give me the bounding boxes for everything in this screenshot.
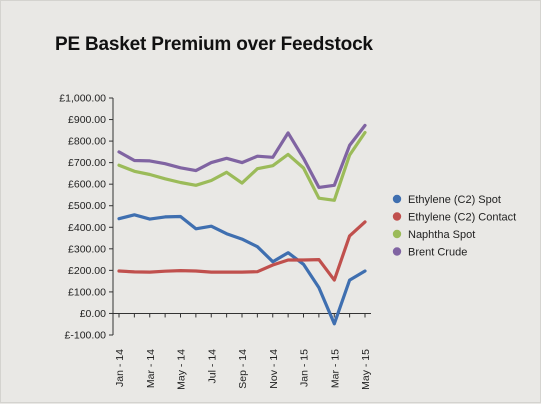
y-tick-label: £1,000.00: [59, 93, 106, 105]
chart-title: PE Basket Premium over Feedstock: [55, 34, 373, 55]
x-tick-label: Jul - 14: [206, 349, 218, 384]
x-tick-label: Mar - 14: [145, 349, 157, 388]
y-tick-label: £800.00: [68, 136, 106, 148]
x-tick-label: Nov - 14: [268, 349, 280, 389]
legend-marker: [392, 247, 402, 256]
x-tick-label: May - 15: [360, 349, 372, 390]
legend-label: Ethylene (C2) Contact: [408, 212, 516, 224]
legend-label: Brent Crude: [408, 247, 467, 259]
y-tick-label: £-100.00: [65, 330, 107, 342]
x-tick-label: Jan - 15: [299, 349, 311, 387]
axes: £1,000.00 £900.00 £800.00 £700.00 £600.00 £50…: [59, 93, 372, 390]
y-tick-label: £200.00: [68, 265, 106, 277]
y-tick-label: £300.00: [68, 243, 106, 255]
y-tick-label: £700.00: [68, 157, 106, 169]
series-line-brent-crude: [117, 123, 367, 189]
y-tick-label: £600.00: [68, 179, 106, 191]
x-tick-label: Jan - 14: [114, 349, 126, 387]
x-tick-label: Mar - 15: [329, 349, 341, 388]
y-tick-label: £400.00: [68, 222, 106, 234]
legend: Ethylene (C2) Spot Ethylene (C2) Contact N…: [392, 194, 516, 259]
legend-label: Ethylene (C2) Spot: [408, 194, 501, 206]
series-line-ethylene-c2-contact: [117, 220, 367, 282]
x-tick-label: May - 14: [176, 349, 188, 390]
legend-marker: [392, 229, 402, 239]
x-tick-label: Sep - 14: [237, 349, 249, 389]
legend-marker: [392, 194, 402, 204]
series-line-ethylene-c2-spot: [117, 213, 367, 326]
y-tick-label: £900.00: [68, 114, 106, 126]
legend-label: Naphtha Spot: [408, 229, 475, 241]
series-line-naphtha-spot: [117, 130, 367, 202]
y-tick-label: £500.00: [68, 200, 106, 212]
legend-marker: [392, 212, 402, 221]
y-tick-label: £100.00: [68, 286, 106, 298]
y-tick-label: £0.00: [80, 308, 106, 320]
series-lines: [117, 123, 367, 326]
